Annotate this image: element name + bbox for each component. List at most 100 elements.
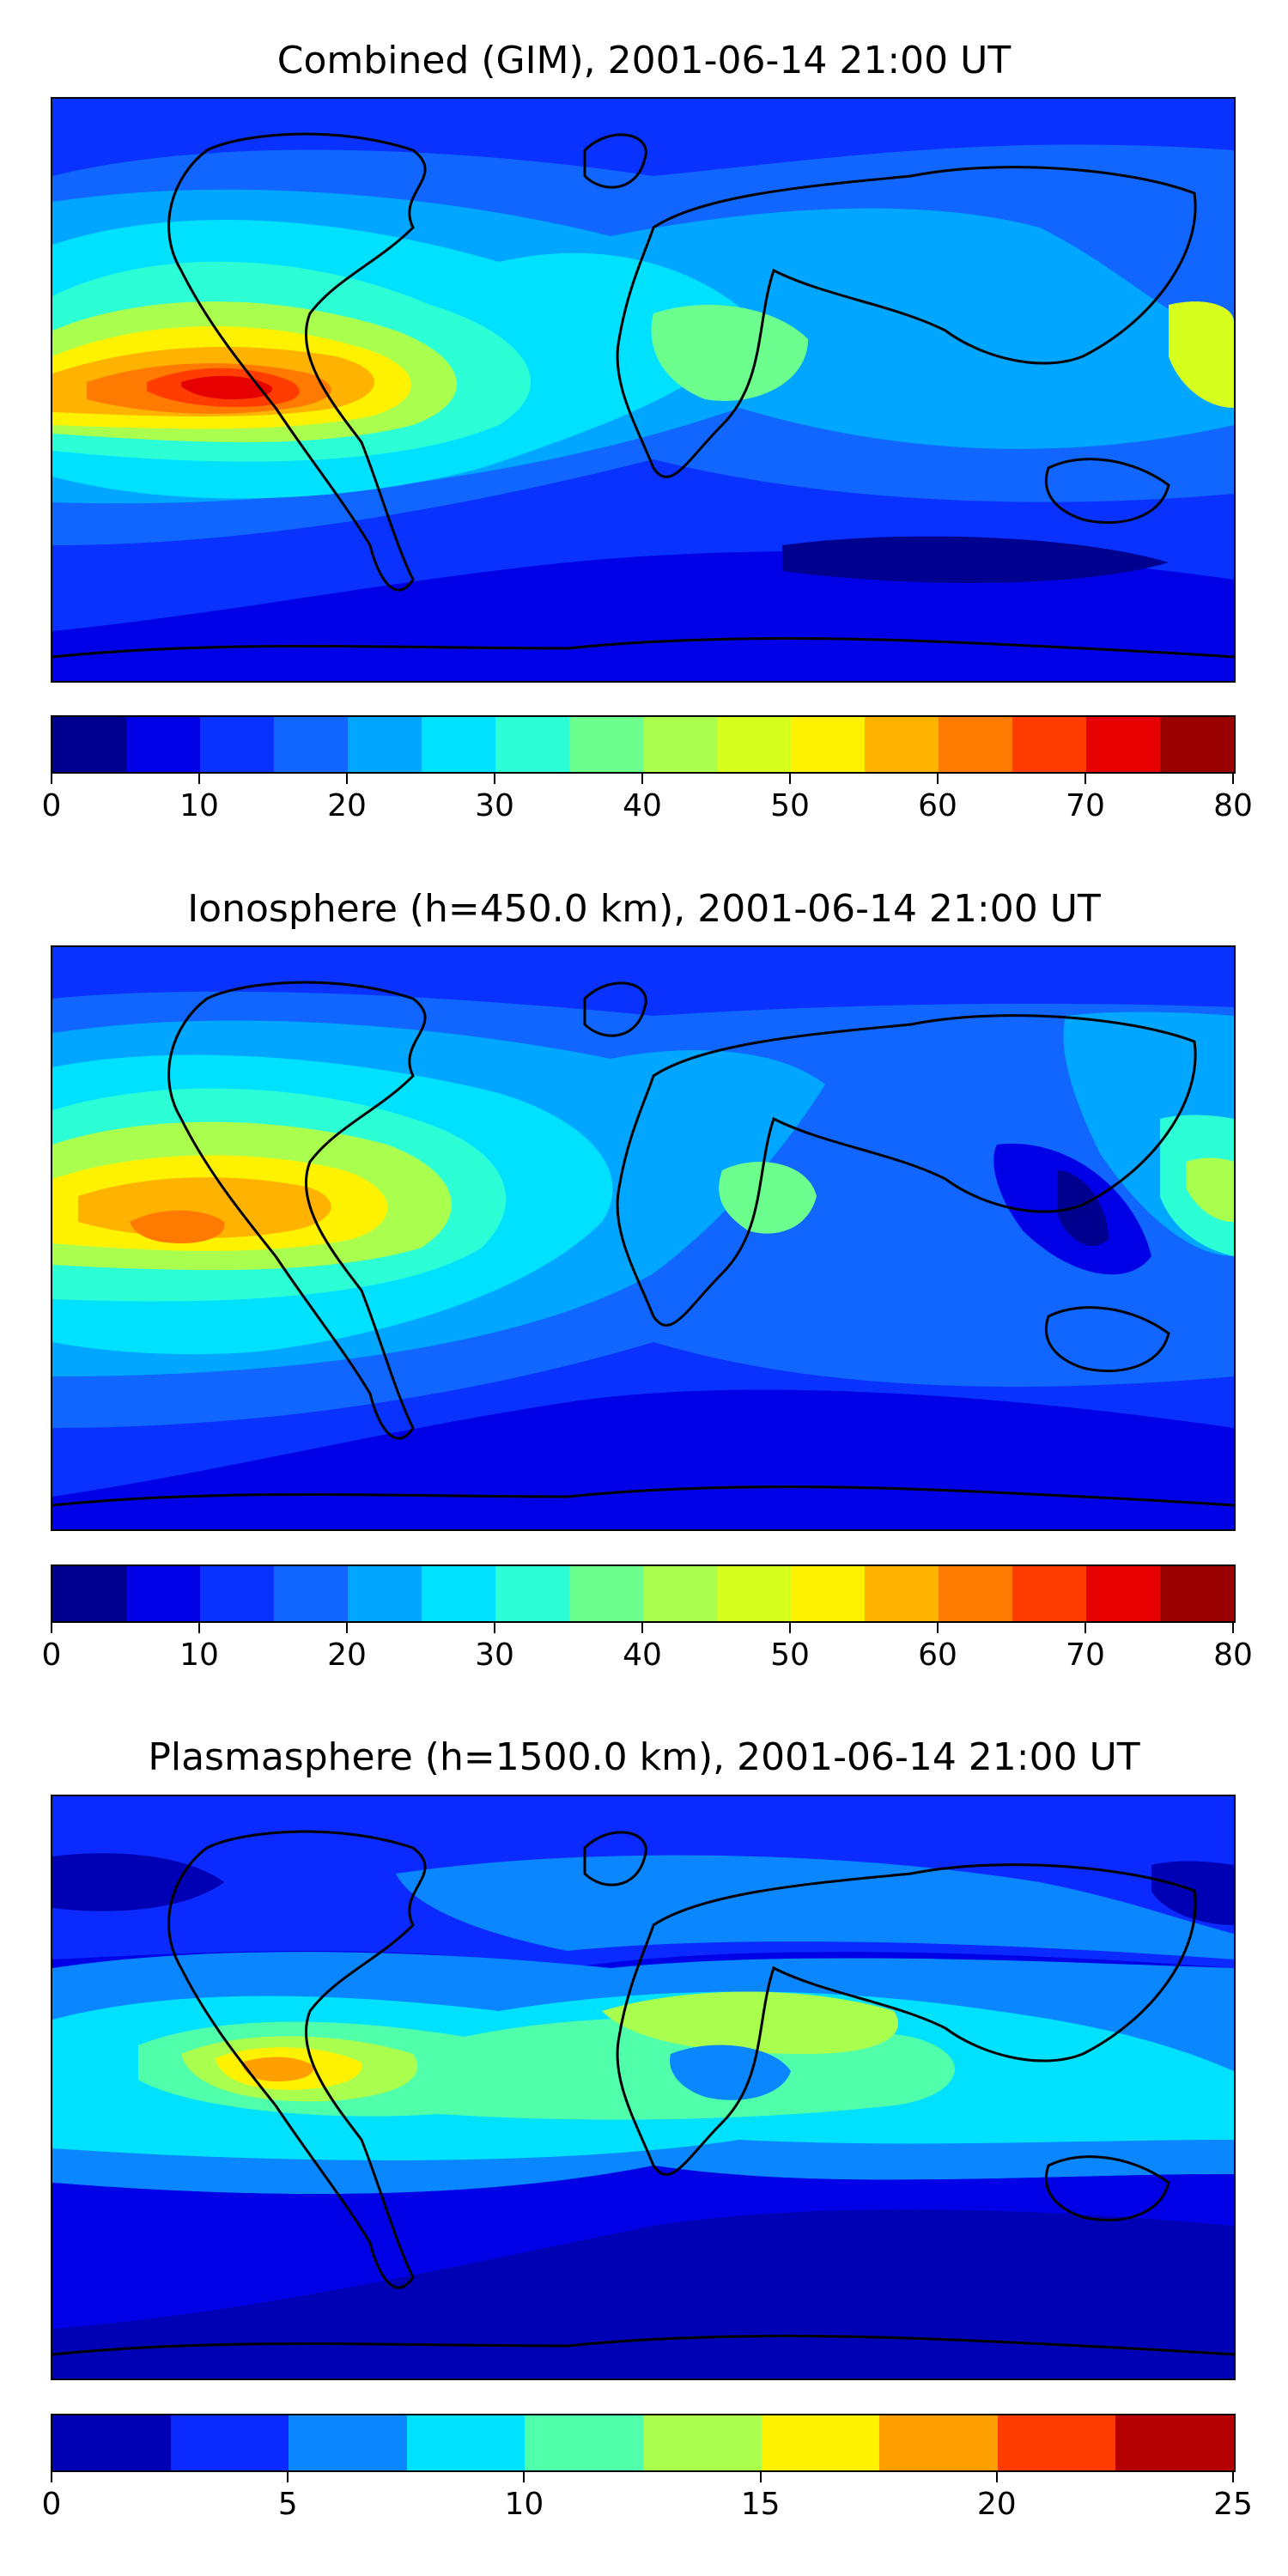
colorbar-tick-label: 20 [327,788,367,823]
colorbar-tick-mark [198,1623,200,1633]
colorbar-tick-label: 10 [504,2487,544,2522]
colorbar-swatch [717,717,791,772]
colorbar-tick-mark [641,1623,643,1633]
colorbar-tick-label: 5 [277,2487,298,2522]
colorbar-tick-mark [995,2472,998,2482]
colorbar-swatch [52,2415,171,2470]
colorbar-swatch [997,2415,1116,2470]
colorbar-swatch [643,1566,717,1621]
colorbar-tick-mark [346,1623,348,1633]
colorbar-tick-label: 70 [1066,788,1105,823]
colorbar-tick-label: 30 [475,1637,514,1673]
colorbar-tick-label: 60 [918,1637,957,1673]
colorbar-swatch [348,717,422,772]
colorbar-swatch [865,717,939,772]
colorbar-swatch [642,2415,762,2470]
tec-map-ionosphere [51,945,1236,1531]
colorbar-tick-mark [1232,2472,1234,2482]
tec-map-plasmasphere [51,1795,1236,2380]
tec-map-combined [51,97,1236,683]
colorbar-swatch [1160,1566,1234,1621]
colorbar-swatch [569,1566,643,1621]
colorbar-tick-label: 70 [1066,1637,1105,1673]
colorbar-tick-mark [1084,774,1086,784]
colorbar-tick-mark [523,2472,526,2482]
colorbar-tick-label: 40 [623,788,662,823]
colorbar-tick-label: 60 [918,788,957,823]
colorbar-swatch [274,717,348,772]
colorbar-swatch [1160,717,1234,772]
map-title-plasmasphere: Plasmasphere (h=1500.0 km), 2001-06-14 2… [148,1735,1140,1779]
colorbar-tick-mark [937,774,939,784]
colorbar-tick-mark [51,2472,52,2482]
colorbar-swatch [52,1566,126,1621]
colorbar-swatch [1086,1566,1160,1621]
colorbar-combined [51,715,1236,774]
colorbar-tick-mark [51,774,52,784]
colorbar-swatch [348,1566,422,1621]
colorbar-tick-mark [346,774,348,784]
colorbar-ionosphere [51,1564,1236,1623]
colorbar-swatch [274,1566,348,1621]
colorbar-swatch [1012,1566,1086,1621]
colorbar-swatch [495,1566,569,1621]
colorbar-swatch [717,1566,791,1621]
colorbar-swatch [52,717,126,772]
colorbar-swatch [289,2415,407,2470]
colorbar-swatch [1012,717,1086,772]
colorbar-swatch [126,717,200,772]
colorbar-swatch [422,717,495,772]
colorbar-swatch [170,2415,289,2470]
colorbar-tick-mark [287,2472,289,2482]
colorbar-swatch [1115,2415,1234,2470]
colorbar-swatch [643,717,717,772]
colorbar-swatch [791,717,865,772]
colorbar-tick-mark [1084,1623,1086,1633]
colorbar-tick-label: 0 [41,1637,62,1673]
colorbar-swatch [569,717,643,772]
colorbar-tick-label: 50 [770,788,810,823]
tec-contour-layer [52,1796,1234,2379]
colorbar-swatch [200,717,274,772]
colorbar-swatch [865,1566,939,1621]
colorbar-swatch [126,1566,200,1621]
colorbar-swatch [939,717,1012,772]
colorbar-tick-mark [789,774,791,784]
colorbar-tick-mark [494,774,495,784]
colorbar-tick-mark [641,774,643,784]
colorbar-swatch [406,2415,526,2470]
colorbar-tick-mark [198,774,200,784]
map-title-combined: Combined (GIM), 2001-06-14 21:00 UT [276,39,1012,82]
map-title-ionosphere: Ionosphere (h=450.0 km), 2001-06-14 21:0… [187,887,1101,931]
colorbar-tick-mark [789,1623,791,1633]
colorbar-swatch [495,717,569,772]
colorbar-swatch [761,2415,880,2470]
colorbar-tick-label: 40 [623,1637,662,1673]
colorbar-swatch [525,2415,643,2470]
colorbar-tick-label: 10 [179,1637,219,1673]
colorbar-tick-mark [1232,774,1234,784]
colorbar-plasmasphere [51,2414,1236,2472]
tec-contour-layer [52,947,1234,1529]
colorbar-tick-mark [937,1623,939,1633]
colorbar-tick-label: 15 [740,2487,781,2522]
colorbar-swatch [791,1566,865,1621]
colorbar-tick-mark [494,1623,495,1633]
colorbar-swatch [879,2415,998,2470]
colorbar-tick-label: 25 [1213,2487,1253,2522]
colorbar-tick-label: 30 [475,788,514,823]
colorbar-tick-label: 10 [179,788,219,823]
colorbar-tick-label: 0 [41,788,62,823]
colorbar-tick-label: 80 [1213,788,1253,823]
colorbar-swatch [200,1566,274,1621]
colorbar-tick-mark [51,1623,52,1633]
colorbar-swatch [422,1566,495,1621]
colorbar-tick-label: 0 [41,2487,62,2522]
colorbar-tick-label: 20 [976,2487,1017,2522]
colorbar-tick-label: 20 [327,1637,367,1673]
tec-contour-layer [52,99,1234,681]
colorbar-tick-mark [759,2472,762,2482]
colorbar-swatch [1086,717,1160,772]
colorbar-tick-label: 50 [770,1637,810,1673]
colorbar-tick-label: 80 [1213,1637,1253,1673]
